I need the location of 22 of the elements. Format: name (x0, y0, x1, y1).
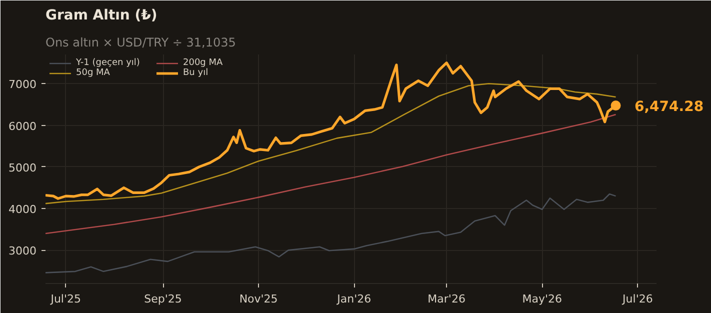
legend-label: Y-1 (geçen yıl) (76, 58, 141, 68)
x-tick-label: Mar'26 (428, 292, 466, 306)
legend-label: 200g MA (183, 58, 224, 68)
chart-title: Gram Altın (₺) (46, 8, 158, 24)
y-tick-label: 6000 (8, 120, 37, 133)
line-series (46, 193, 616, 274)
y-tick-label: 5000 (8, 161, 37, 174)
legend-label: 50g MA (76, 68, 111, 78)
legend-label: Bu yıl (183, 68, 210, 78)
x-tick-label: Sep'25 (144, 292, 182, 306)
x-tick-label: Jul'26 (622, 292, 653, 306)
x-tick-label: Nov'25 (239, 292, 278, 306)
y-tick-label: 4000 (8, 203, 37, 216)
y-tick-label: 7000 (8, 78, 37, 92)
x-tick-label: Jul'25 (50, 292, 82, 306)
chart-subtitle: Ons altın × USD/TRY ÷ 31,1035 (46, 36, 236, 50)
x-tick-label: Jan'26 (336, 292, 372, 306)
annotation: 6,474.28 (634, 99, 704, 116)
line-series (46, 82, 616, 204)
line-series (46, 114, 616, 234)
y-tick-label: 3000 (8, 244, 37, 258)
x-tick-label: May'26 (522, 292, 562, 306)
